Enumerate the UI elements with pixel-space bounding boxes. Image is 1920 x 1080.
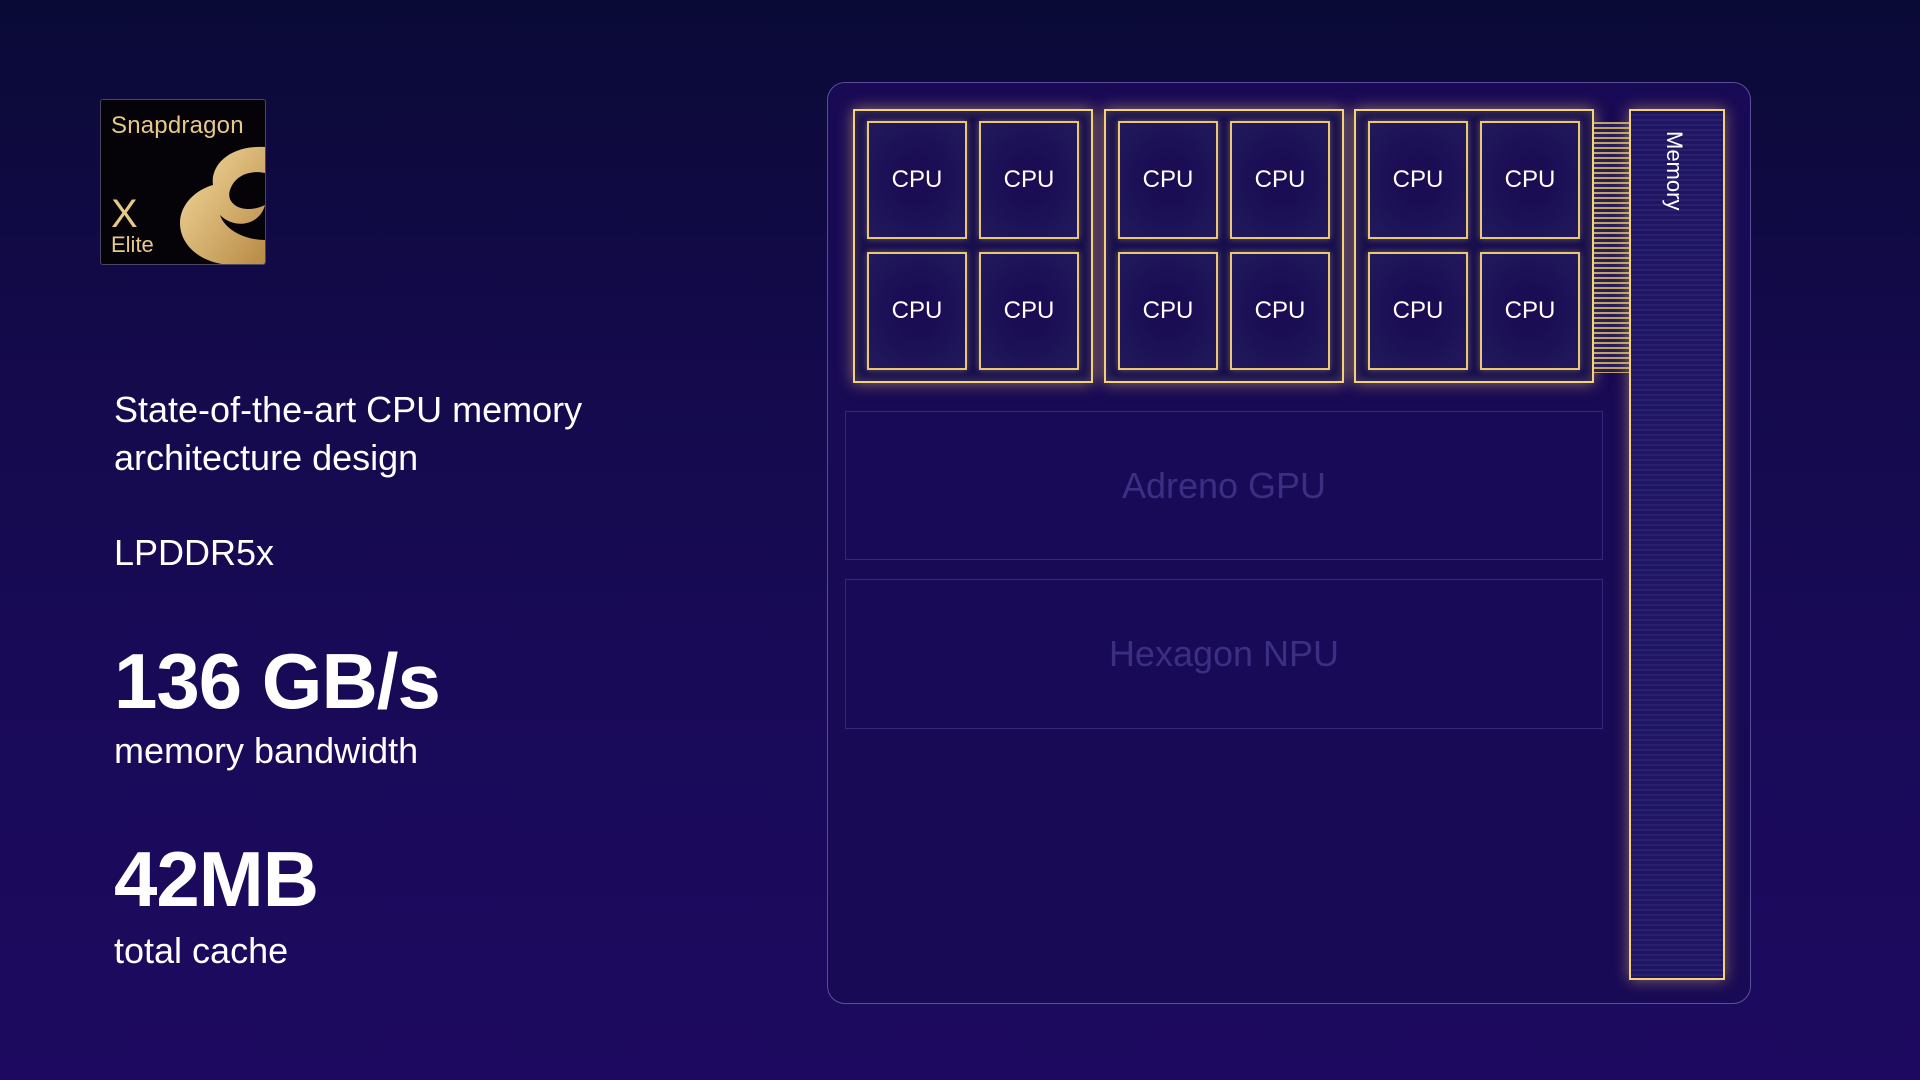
cpu-core: CPU (1480, 121, 1580, 239)
cpu-cluster-1: CPU CPU CPU CPU (853, 109, 1093, 383)
bandwidth-value: 136 GB/s (114, 637, 441, 725)
logo-model: X (111, 192, 138, 236)
memory-block: Memory (1629, 109, 1725, 980)
logo-tier: Elite (111, 232, 154, 257)
bandwidth-label: memory bandwidth (114, 730, 419, 771)
cpu-cluster-2: CPU CPU CPU CPU (1104, 109, 1344, 383)
memory-type: LPDDR5x (114, 532, 275, 573)
logo-brand: Snapdragon (111, 112, 244, 139)
cache-label: total cache (114, 930, 289, 971)
cpu-core: CPU (1118, 121, 1218, 239)
npu-block: Hexagon NPU (845, 579, 1603, 729)
memory-label: Memory (1662, 131, 1687, 211)
cpu-core: CPU (1368, 121, 1468, 239)
gpu-label: Adreno GPU (1121, 464, 1327, 506)
cpu-core: CPU (1368, 252, 1468, 370)
cpu-cluster-3: CPU CPU CPU CPU (1354, 109, 1594, 383)
gpu-block: Adreno GPU (845, 411, 1603, 560)
cpu-core: CPU (867, 252, 967, 370)
snapdragon-x-elite-logo: Snapdragon X Elite (100, 99, 266, 265)
memory-interconnect (1594, 122, 1629, 373)
cpu-core: CPU (1118, 252, 1218, 370)
cpu-core: CPU (1480, 252, 1580, 370)
cpu-core: CPU (979, 121, 1079, 239)
npu-label: Hexagon NPU (1108, 633, 1340, 674)
heading: State-of-the-art CPU memory architecture… (114, 389, 583, 478)
cpu-core: CPU (1230, 121, 1330, 239)
cpu-core: CPU (1230, 252, 1330, 370)
cache-value: 42MB (114, 835, 319, 923)
cpu-core: CPU (979, 252, 1079, 370)
snapdragon-flame-icon (180, 146, 265, 264)
cpu-core: CPU (867, 121, 967, 239)
